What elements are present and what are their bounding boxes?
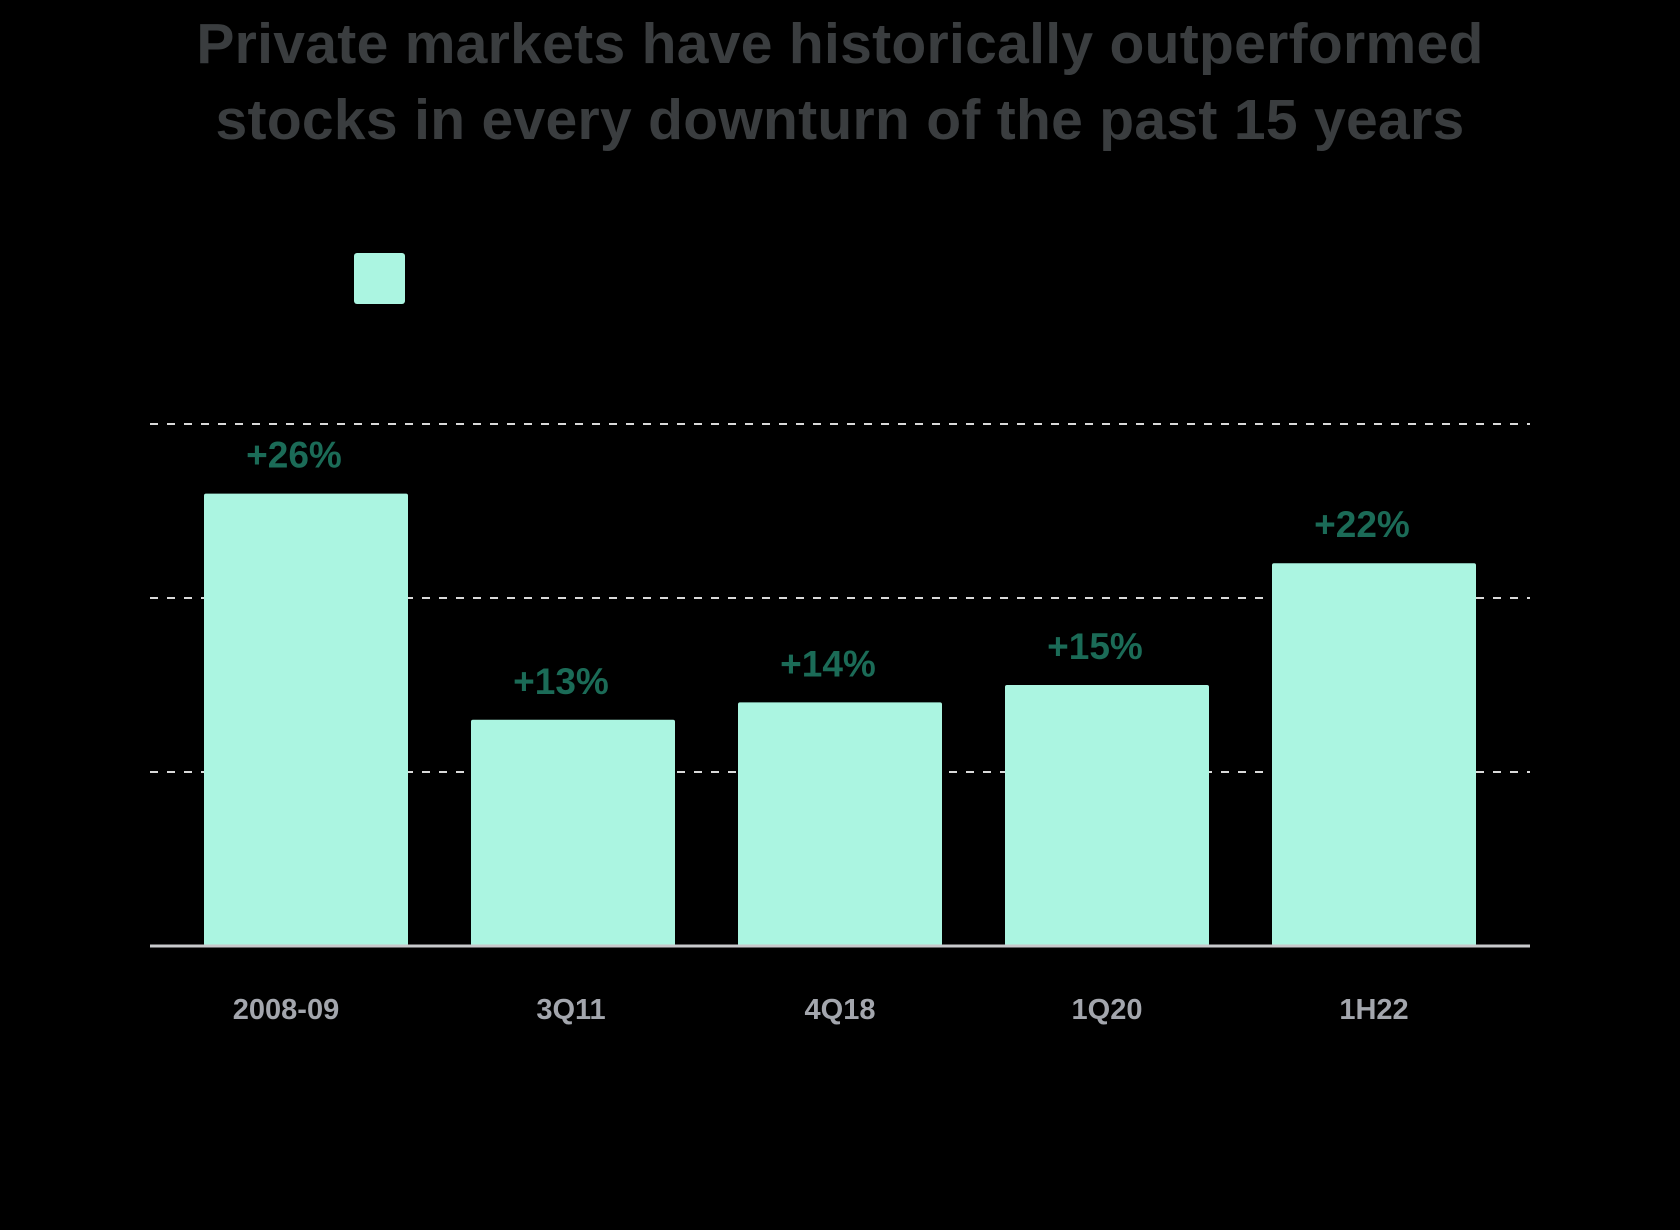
chart-title-line-2: stocks in every downturn of the past 15 … [215,88,1465,152]
data-label-2008-09: +26% [246,435,342,476]
chart-legend [354,252,405,304]
bar-4Q18 [738,702,942,946]
data-label-1Q20: +15% [1047,626,1143,667]
x-tick-label-1Q20: 1Q20 [1072,994,1143,1026]
x-tick-label-3Q11: 3Q11 [536,994,605,1026]
chart-title: Private markets have historically outper… [0,6,1680,158]
chart-title-line-1: Private markets have historically outper… [196,12,1484,76]
bar-1Q20 [1005,685,1209,946]
bar-1H22 [1272,563,1476,946]
x-tick-label-4Q18: 4Q18 [805,994,876,1026]
data-label-4Q18: +14% [780,643,876,684]
x-tick-label-2008-09: 2008-09 [233,994,339,1026]
data-label-3Q11: +13% [513,661,609,702]
bar-3Q11 [471,719,675,946]
legend-swatch [354,252,405,304]
data-label-1H22: +22% [1314,504,1410,545]
x-tick-label-1H22: 1H22 [1339,994,1408,1026]
bar-2008-09 [204,493,408,946]
